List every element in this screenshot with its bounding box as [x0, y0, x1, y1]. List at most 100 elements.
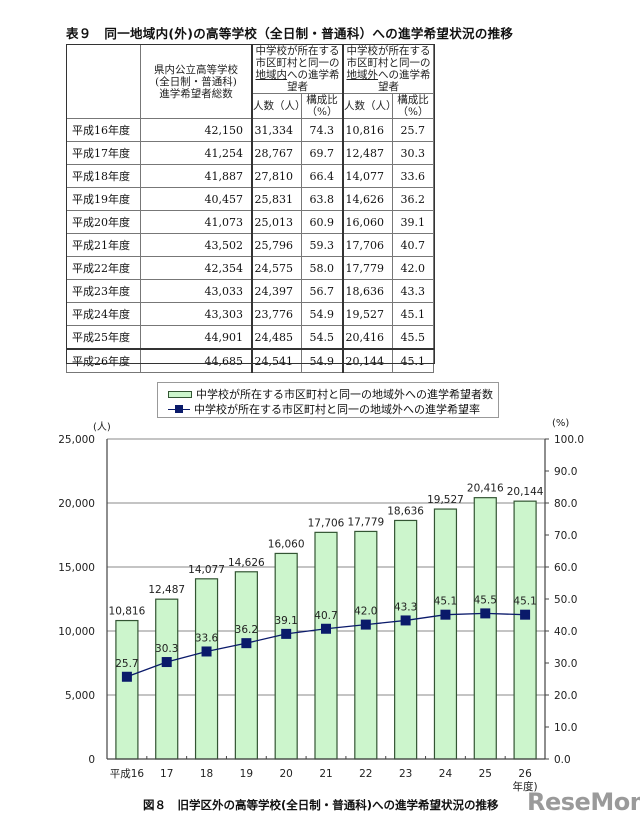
x-axis-tick-label: 18: [200, 768, 213, 780]
line-value-label: 33.6: [195, 632, 219, 644]
bar: [513, 500, 537, 760]
line-value-label: 45.1: [434, 596, 457, 608]
x-axis-tick-label: 24: [439, 768, 453, 780]
right-axis-tick-label: 40.0: [554, 626, 577, 638]
bar-value-label: 14,626: [228, 557, 265, 569]
bar-value-label: 16,060: [268, 538, 305, 550]
right-axis-tick-label: 90.0: [554, 466, 577, 478]
line-value-label: 25.7: [115, 658, 138, 670]
line-value-label: 42.0: [354, 606, 377, 618]
right-axis-tick-label: 100.0: [554, 434, 584, 446]
right-axis-tick-label: 30.0: [554, 658, 577, 670]
line-value-label: 36.2: [235, 624, 258, 636]
header-in-count: 人数（人）: [251, 93, 306, 119]
table-row: 平成17年度 41,254 28,767 69.7 12,487 30.3: [66, 141, 435, 165]
bar-value-label: 18,636: [387, 505, 424, 517]
line-value-label: 45.1: [513, 596, 536, 608]
table-row: 平成23年度 43,033 24,397 56.7 18,636 43.3: [66, 279, 435, 303]
corner-cell: [66, 44, 141, 119]
in-count-cell: 24,541: [251, 348, 302, 373]
right-axis-tick-label: 10.0: [554, 722, 577, 734]
table-row: 平成16年度 42,150 31,334 74.3 10,816 25.7: [66, 118, 435, 142]
total-cell: 43,033: [140, 279, 253, 303]
line-value-label: 30.3: [155, 643, 178, 655]
bar-value-label: 17,706: [308, 517, 345, 529]
out-count-cell: 14,077: [341, 164, 393, 188]
rate-marker-icon: [281, 628, 292, 639]
rate-marker-icon: [321, 623, 331, 634]
x-axis-tick-label: 22: [359, 768, 372, 780]
in-count-cell: 28,767: [251, 141, 302, 165]
total-cell: 41,073: [140, 210, 253, 234]
line-value-label: 40.7: [314, 610, 337, 622]
bar: [314, 531, 338, 760]
left-axis-tick-label: 10,000: [58, 626, 95, 638]
bar-value-label: 19,527: [427, 494, 464, 506]
rate-marker-icon: [480, 608, 491, 619]
out-ratio-cell: 25.7: [391, 118, 435, 142]
out-ratio-cell: 42.0: [391, 256, 435, 280]
bar: [155, 598, 179, 760]
total-cell: 40,457: [140, 187, 253, 211]
out-ratio-cell: 45.1: [391, 348, 435, 373]
bar: [473, 497, 497, 760]
year-cell: 平成26年度: [66, 348, 141, 373]
chart-legend: 中学校が所在する市区町村と同一の地域外への進学希望者数 中学校が所在する市区町村…: [157, 382, 499, 418]
bar: [274, 552, 298, 760]
left-axis-tick-label: 25,000: [58, 434, 95, 446]
line-value-label: 39.1: [274, 615, 297, 627]
bar: [394, 519, 418, 760]
out-count-cell: 20,144: [341, 348, 393, 373]
right-axis-tick-label: 60.0: [554, 562, 577, 574]
in-ratio-cell: 59.3: [300, 233, 344, 257]
right-axis-tick-label: 80.0: [554, 498, 577, 510]
right-axis-tick-label: 70.0: [554, 530, 577, 542]
legend-item-bar: 中学校が所在する市区町村と同一の地域外への進学希望者数: [168, 386, 493, 402]
header-inside-group: 中学校が所在する 市区町村と同一の 地域内への進学希望者: [251, 44, 344, 94]
out-ratio-cell: 45.1: [391, 302, 435, 326]
left-axis-tick-label: 15,000: [58, 562, 95, 574]
right-axis-tick-label: 0.0: [554, 754, 571, 766]
right-axis-unit: (%): [552, 418, 570, 429]
table-row: 平成26年度 44,685 24,541 54.9 20,144 45.1: [66, 348, 435, 373]
out-count-cell: 17,779: [341, 256, 393, 280]
table-row: 平成24年度 43,303 23,776 54.9 19,527 45.1: [66, 302, 435, 326]
out-ratio-cell: 39.1: [391, 210, 435, 234]
out-count-cell: 10,816: [341, 118, 393, 142]
table-row: 平成20年度 41,073 25,013 60.9 16,060 39.1: [66, 210, 435, 234]
total-cell: 41,887: [140, 164, 253, 188]
year-cell: 平成23年度: [66, 279, 141, 303]
rate-marker-icon: [201, 646, 212, 657]
x-axis-tick-label: 25: [479, 768, 492, 780]
out-count-cell: 12,487: [341, 141, 393, 165]
line-marker-swatch-icon: [168, 405, 190, 413]
total-cell: 44,685: [140, 348, 253, 373]
left-axis-tick-label: 5,000: [65, 690, 95, 702]
x-axis-tick-label: 20: [279, 768, 292, 780]
in-ratio-cell: 54.9: [300, 302, 344, 326]
in-count-cell: 24,397: [251, 279, 302, 303]
out-ratio-cell: 40.7: [391, 233, 435, 257]
out-count-cell: 19,527: [341, 302, 393, 326]
in-count-cell: 31,334: [251, 118, 302, 142]
header-total: 県内公立高等学校 (全日制・普通科) 進学希望者総数: [140, 44, 253, 119]
line-value-label: 45.5: [474, 594, 497, 606]
in-ratio-cell: 58.0: [300, 256, 344, 280]
x-axis-unit-label: 年度): [513, 780, 538, 793]
year-cell: 平成24年度: [66, 302, 141, 326]
rate-marker-icon: [121, 671, 132, 682]
bar-value-label: 20,144: [507, 486, 544, 498]
rate-marker-icon: [241, 638, 252, 649]
total-cell: 43,502: [140, 233, 253, 257]
total-cell: 43,303: [140, 302, 253, 326]
header-out-count: 人数（人）: [341, 93, 396, 119]
rate-marker-icon: [520, 609, 531, 620]
left-axis-tick-label: 20,000: [58, 498, 95, 510]
bar-swatch-icon: [168, 390, 192, 398]
bar: [354, 530, 378, 760]
watermark-logo: ReseMom: [527, 788, 640, 816]
rate-marker-icon: [360, 619, 371, 630]
data-table: 県内公立高等学校 (全日制・普通科) 進学希望者総数 中学校が所在する 市区町村…: [66, 44, 435, 373]
x-axis-tick-label: 19: [240, 768, 253, 780]
